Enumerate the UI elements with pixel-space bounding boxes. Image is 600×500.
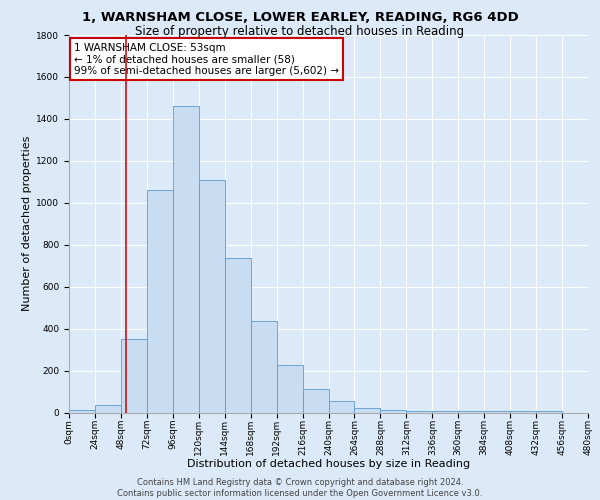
Text: 1, WARNSHAM CLOSE, LOWER EARLEY, READING, RG6 4DD: 1, WARNSHAM CLOSE, LOWER EARLEY, READING… (82, 11, 518, 24)
Bar (302, 390, 329, 412)
Bar (121, 339, 147, 412)
Text: 1 WARNSHAM CLOSE: 53sqm
← 1% of detached houses are smaller (58)
99% of semi-det: 1 WARNSHAM CLOSE: 53sqm ← 1% of detached… (74, 42, 339, 76)
Y-axis label: Number of detached properties: Number of detached properties (22, 136, 32, 312)
Bar (95, 405, 121, 412)
Bar (173, 106, 199, 412)
Bar (147, 190, 173, 412)
Bar (277, 366, 302, 412)
Bar (251, 322, 277, 412)
X-axis label: Distribution of detached houses by size in Reading: Distribution of detached houses by size … (187, 460, 470, 469)
Bar (69, 410, 95, 412)
Bar (355, 408, 380, 412)
Bar (329, 401, 355, 412)
Text: Contains HM Land Registry data © Crown copyright and database right 2024.
Contai: Contains HM Land Registry data © Crown c… (118, 478, 482, 498)
Text: Size of property relative to detached houses in Reading: Size of property relative to detached ho… (136, 25, 464, 38)
Bar (225, 258, 251, 412)
Bar (199, 180, 224, 412)
Bar (380, 410, 406, 412)
